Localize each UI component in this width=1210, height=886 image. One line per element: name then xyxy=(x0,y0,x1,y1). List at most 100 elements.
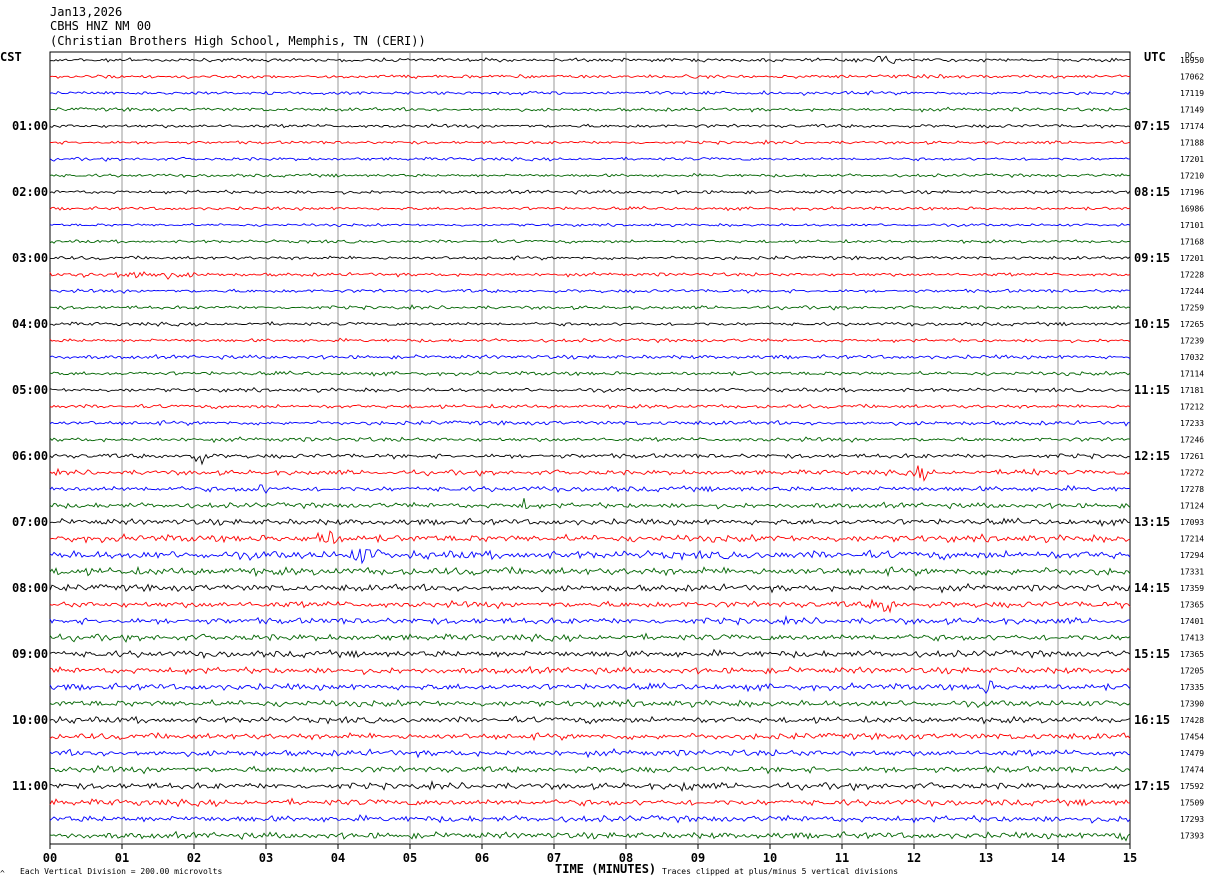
dc-label: 17246 xyxy=(1180,436,1204,445)
utc-hour-labels: 07:15 08:15 09:15 10:15 11:15 12:15 13:15 14:15… xyxy=(1134,119,1170,793)
cst-label-0800: 08:00 xyxy=(12,581,48,595)
dc-label: 17205 xyxy=(1180,667,1204,676)
minute-grid xyxy=(121,52,1059,844)
x-tick-label-03: 03 xyxy=(259,851,273,865)
trace-4 xyxy=(49,123,1131,129)
x-tick-label-05: 05 xyxy=(403,851,417,865)
trace-32 xyxy=(49,582,1131,594)
utc-label-1515: 15:15 xyxy=(1134,647,1170,661)
dc-label: 17062 xyxy=(1180,73,1204,82)
dc-label: 17101 xyxy=(1180,221,1204,230)
trace-23 xyxy=(49,436,1131,444)
trace-27 xyxy=(49,498,1131,510)
trace-29 xyxy=(49,530,1131,545)
dc-label: 17474 xyxy=(1180,766,1204,775)
trace-43 xyxy=(49,764,1131,775)
dc-label: 17294 xyxy=(1180,551,1204,560)
trace-46 xyxy=(49,814,1131,824)
cst-label-0500: 05:00 xyxy=(12,383,48,397)
trace-33 xyxy=(49,598,1131,614)
dc-label: 17168 xyxy=(1180,238,1204,247)
trace-37 xyxy=(49,665,1131,676)
x-tick-label-13: 13 xyxy=(979,851,993,865)
trace-26 xyxy=(49,484,1131,495)
trace-24 xyxy=(49,453,1131,466)
dc-label: 17201 xyxy=(1180,155,1204,164)
dc-label: 17359 xyxy=(1180,584,1204,593)
trace-40 xyxy=(49,715,1131,725)
x-tick-label-01: 01 xyxy=(115,851,129,865)
dc-label: 17093 xyxy=(1180,518,1204,527)
dc-label: 17509 xyxy=(1180,799,1204,808)
dc-label: 17401 xyxy=(1180,617,1204,626)
x-tick-label-08: 08 xyxy=(619,851,633,865)
trace-15 xyxy=(49,304,1131,311)
header-station: CBHS HNZ NM 00 xyxy=(50,19,151,33)
trace-11 xyxy=(49,239,1131,245)
trace-20 xyxy=(49,387,1131,393)
trace-18 xyxy=(49,354,1131,360)
dc-label: 17365 xyxy=(1180,601,1204,610)
x-tick-label-12: 12 xyxy=(907,851,921,865)
trace-14 xyxy=(49,288,1131,294)
trace-45 xyxy=(49,797,1131,808)
dc-label: 17335 xyxy=(1180,683,1204,692)
dc-label: 17278 xyxy=(1180,485,1204,494)
right-timezone-label: UTC xyxy=(1144,50,1166,64)
trace-6 xyxy=(49,156,1130,162)
trace-0 xyxy=(49,55,1130,65)
trace-41 xyxy=(49,731,1131,742)
dc-label: 17259 xyxy=(1180,304,1204,313)
dc-label: 17214 xyxy=(1180,535,1204,544)
trace-25 xyxy=(49,465,1131,482)
cst-label-0100: 01:00 xyxy=(12,119,48,133)
dc-label: 17114 xyxy=(1180,370,1204,379)
dc-offset-labels: 16950 17062 17119 17149 17174 17188 17201 17210… xyxy=(1180,56,1204,841)
header-location: (Christian Brothers High School, Memphis… xyxy=(50,34,426,48)
dc-header: DC xyxy=(1185,51,1195,60)
x-tick-label-02: 02 xyxy=(187,851,201,865)
dc-label: 17174 xyxy=(1180,122,1204,131)
plot-frame xyxy=(49,51,1131,845)
cst-label-1100: 11:00 xyxy=(12,779,48,793)
trace-17 xyxy=(49,337,1131,344)
trace-38 xyxy=(49,680,1131,695)
trace-34 xyxy=(49,614,1131,626)
dc-label: 17265 xyxy=(1180,320,1204,329)
trace-7 xyxy=(49,172,1131,178)
x-tick-label-06: 06 xyxy=(475,851,489,865)
trace-39 xyxy=(49,698,1131,709)
trace-2 xyxy=(49,90,1131,97)
x-tick-label-09: 09 xyxy=(691,851,705,865)
dc-label: 17413 xyxy=(1180,634,1204,643)
cst-label-0400: 04:00 xyxy=(12,317,48,331)
dc-label: 17428 xyxy=(1180,716,1204,725)
utc-label-1115: 11:15 xyxy=(1134,383,1170,397)
trace-36 xyxy=(49,648,1131,659)
utc-label-1615: 16:15 xyxy=(1134,713,1170,727)
trace-28 xyxy=(49,517,1131,527)
dc-label: 17149 xyxy=(1180,106,1204,115)
trace-13 xyxy=(49,271,1131,280)
x-tick-label-15: 15 xyxy=(1123,851,1137,865)
trace-16 xyxy=(50,321,1130,327)
dc-label: 17390 xyxy=(1180,700,1204,709)
x-tick-label-11: 11 xyxy=(835,851,849,865)
dc-label: 16950 xyxy=(1180,56,1204,65)
trace-5 xyxy=(49,139,1131,145)
trace-35 xyxy=(49,632,1131,643)
trace-9 xyxy=(49,205,1131,212)
dc-label: 17181 xyxy=(1180,386,1204,395)
dc-label: 17124 xyxy=(1180,502,1204,511)
dc-label: 17479 xyxy=(1180,749,1204,758)
dc-label: 17331 xyxy=(1180,568,1204,577)
dc-label: 17201 xyxy=(1180,254,1204,263)
trace-10 xyxy=(49,222,1131,228)
dc-label: 17212 xyxy=(1180,403,1204,412)
clip-note: Traces clipped at plus/minus 5 vertical … xyxy=(662,867,898,876)
x-tick-label-04: 04 xyxy=(331,851,345,865)
utc-label-1415: 14:15 xyxy=(1134,581,1170,595)
cst-label-0300: 03:00 xyxy=(12,251,48,265)
trace-3 xyxy=(49,106,1131,113)
dc-label: 17210 xyxy=(1180,172,1204,181)
